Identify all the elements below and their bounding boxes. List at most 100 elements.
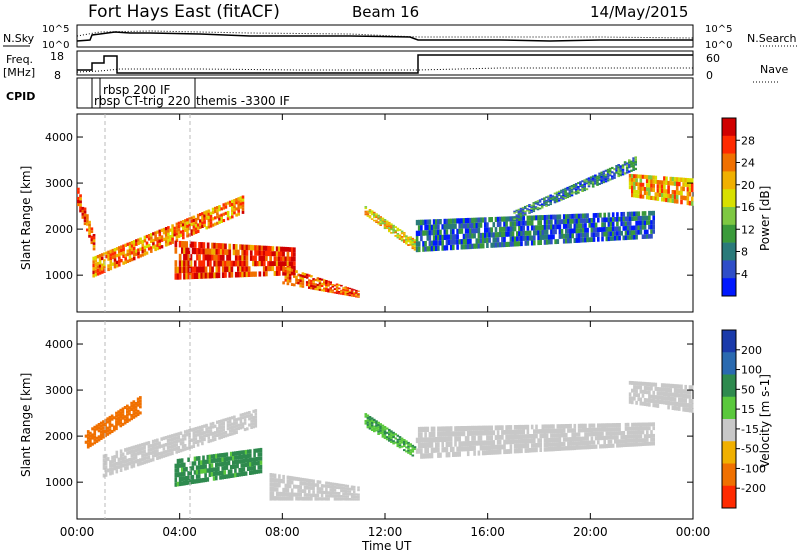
data-cell	[597, 423, 600, 428]
velocity-colorbar-label: Velocity [m s-1]	[758, 374, 772, 468]
data-cell	[350, 498, 354, 501]
data-cell	[574, 192, 578, 195]
data-cell	[511, 216, 515, 222]
data-cell	[115, 253, 119, 258]
data-cell	[473, 228, 476, 234]
data-cell	[93, 428, 97, 432]
data-cell	[645, 183, 649, 188]
data-cell	[352, 485, 356, 489]
data-cell	[234, 473, 237, 478]
data-cell	[350, 292, 354, 294]
data-cell	[282, 474, 285, 480]
data-cell	[605, 427, 609, 432]
data-cell	[547, 198, 550, 201]
data-cell	[519, 214, 523, 216]
data-cell	[614, 226, 617, 232]
data-cell	[532, 203, 536, 206]
data-cell	[439, 219, 442, 225]
data-cell	[352, 490, 356, 494]
data-cell	[271, 473, 275, 478]
data-cell	[565, 238, 568, 244]
data-cell	[265, 245, 268, 251]
data-cell	[134, 456, 138, 460]
data-cell	[430, 431, 434, 438]
data-cell	[526, 438, 530, 444]
data-cell	[175, 432, 178, 437]
data-cell	[331, 488, 335, 492]
data-cell	[379, 423, 382, 426]
data-cell	[669, 198, 673, 203]
data-cell	[301, 277, 305, 281]
data-cell	[628, 170, 631, 173]
data-cell	[130, 257, 134, 262]
nsky-panel: N.Sky 10^5 10^0 10^5 10^0 N.Search	[3, 24, 797, 51]
data-cell	[102, 426, 105, 430]
data-cell	[579, 185, 582, 187]
velocity-region-5	[415, 422, 655, 459]
data-cell	[277, 261, 281, 267]
data-cell	[288, 268, 292, 271]
data-cell	[136, 409, 140, 413]
data-cell	[239, 199, 243, 203]
data-cell	[464, 223, 468, 229]
data-cell	[128, 418, 131, 422]
data-cell	[586, 232, 589, 238]
data-cell	[241, 249, 244, 256]
data-cell	[181, 260, 184, 267]
power-region-4	[364, 206, 417, 251]
data-cell	[139, 240, 142, 245]
data-cell	[577, 228, 581, 234]
data-cell	[335, 283, 339, 286]
data-cell	[243, 271, 247, 278]
data-cell	[352, 289, 356, 291]
data-cell	[660, 193, 664, 198]
data-cell	[635, 234, 638, 240]
data-cell	[562, 432, 566, 438]
data-cell	[271, 251, 275, 257]
data-cell	[407, 238, 410, 241]
data-cell	[437, 240, 440, 246]
data-cell	[630, 169, 633, 172]
data-cell	[545, 214, 549, 220]
data-cell	[216, 206, 219, 210]
data-cell	[277, 270, 281, 276]
data-cell	[126, 451, 129, 455]
data-cell	[198, 248, 201, 255]
data-cell	[232, 249, 236, 256]
data-cell	[187, 273, 191, 280]
data-cell	[373, 427, 376, 430]
data-cell	[537, 235, 540, 241]
data-cell	[185, 266, 188, 274]
data-cell	[104, 453, 108, 458]
data-cell	[383, 219, 387, 221]
data-cell	[197, 474, 201, 479]
data-cell	[624, 443, 628, 447]
data-cell	[234, 244, 238, 250]
data-cell	[609, 226, 613, 232]
data-cell	[430, 453, 434, 459]
data-cell	[569, 218, 572, 224]
data-cell	[507, 226, 510, 232]
data-cell	[273, 487, 277, 492]
data-cell	[498, 439, 502, 445]
data-cell	[122, 261, 125, 265]
data-cell	[186, 433, 189, 437]
data-cell	[217, 243, 221, 249]
data-cell	[560, 198, 563, 201]
power-region-3	[282, 266, 360, 298]
data-cell	[675, 199, 679, 204]
data-cell	[537, 438, 540, 443]
data-cell	[124, 448, 127, 452]
data-cell	[488, 232, 491, 238]
data-cell	[160, 245, 164, 249]
data-cell	[639, 194, 643, 199]
data-cell	[333, 491, 337, 495]
data-cell	[115, 427, 118, 431]
data-cell	[83, 207, 87, 211]
data-cell	[650, 179, 653, 184]
data-cell	[669, 388, 673, 393]
data-cell	[684, 177, 687, 183]
data-cell	[119, 456, 123, 461]
data-cell	[515, 209, 519, 212]
data-cell	[479, 217, 483, 223]
